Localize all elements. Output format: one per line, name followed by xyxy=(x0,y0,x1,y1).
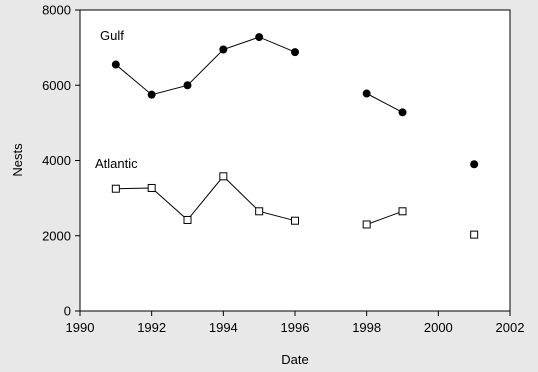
data-point-atlantic xyxy=(219,172,228,181)
data-point-atlantic xyxy=(291,216,299,225)
data-point-atlantic xyxy=(147,183,156,192)
x-tick-label: 1996 xyxy=(281,320,310,335)
series-line-atlantic xyxy=(115,175,296,222)
data-point-gulf xyxy=(470,160,479,169)
data-point-atlantic xyxy=(398,207,407,216)
data-point-gulf xyxy=(219,45,228,54)
series-label-atlantic: Atlantic xyxy=(95,156,138,171)
series-atlantic xyxy=(111,172,479,239)
y-tick-label: 0 xyxy=(64,304,71,319)
data-point-gulf xyxy=(398,108,407,117)
series-line-gulf xyxy=(115,36,296,96)
series-label-gulf: Gulf xyxy=(100,28,124,43)
x-tick-label: 2000 xyxy=(424,320,453,335)
data-point-gulf xyxy=(362,89,371,98)
series-gulf xyxy=(111,33,479,169)
y-axis: 0 2000 4000 6000 8000 xyxy=(42,3,80,319)
y-tick-label: 8000 xyxy=(42,3,71,18)
x-axis: 1990 1992 1994 1996 1998 2000 2002 xyxy=(66,311,525,335)
x-tick-label: 1994 xyxy=(209,320,238,335)
data-point-gulf xyxy=(111,60,120,69)
data-point-atlantic xyxy=(183,215,192,224)
data-point-atlantic xyxy=(255,207,264,216)
x-axis-title: Date xyxy=(281,352,308,367)
x-tick-label: 2002 xyxy=(496,320,525,335)
data-point-gulf xyxy=(255,33,264,42)
y-tick-label: 2000 xyxy=(42,228,71,243)
plot-area xyxy=(79,9,511,312)
series-layer xyxy=(111,33,479,239)
x-tick-label: 1990 xyxy=(66,320,95,335)
y-tick-label: 4000 xyxy=(42,153,71,168)
x-tick-label: 1992 xyxy=(137,320,166,335)
series-line-atlantic xyxy=(366,210,403,225)
data-point-atlantic xyxy=(111,184,120,193)
data-point-atlantic xyxy=(362,220,371,229)
y-tick-label: 6000 xyxy=(42,78,71,93)
x-tick-label: 1998 xyxy=(352,320,381,335)
data-point-gulf xyxy=(183,81,192,90)
data-point-atlantic xyxy=(470,230,479,239)
y-axis-title: Nests xyxy=(10,143,25,177)
data-point-gulf xyxy=(291,48,299,57)
series-line-gulf xyxy=(366,93,403,113)
data-point-gulf xyxy=(147,90,156,99)
